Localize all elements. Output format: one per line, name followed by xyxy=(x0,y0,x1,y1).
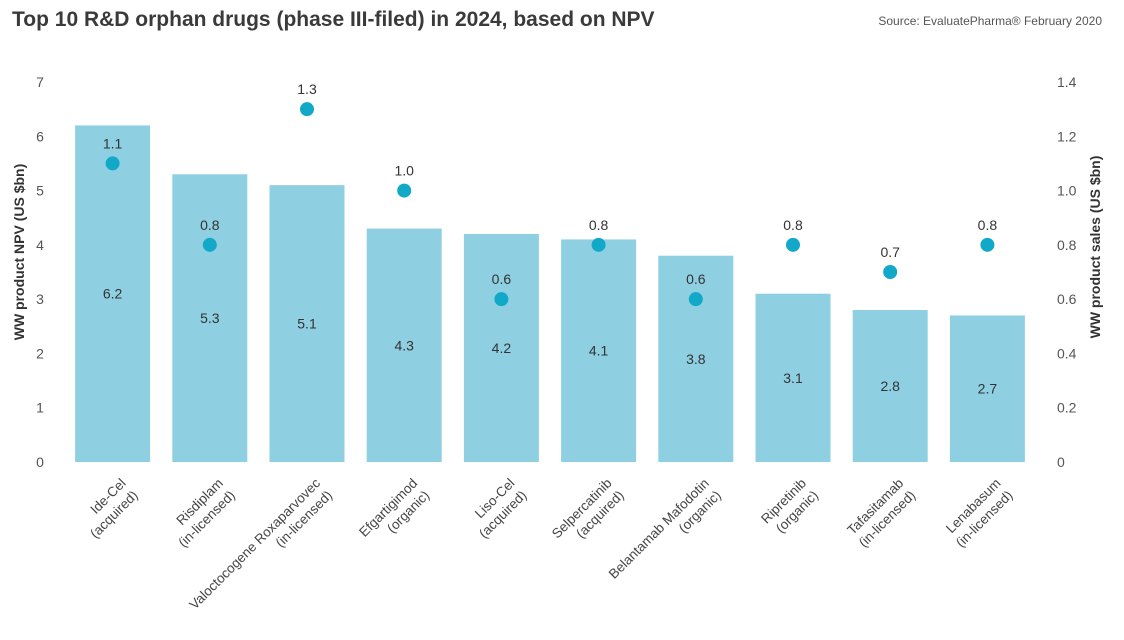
y-right-tick-label: 0.8 xyxy=(1057,237,1077,253)
y-left-tick-label: 5 xyxy=(36,183,44,199)
y-left-tick-label: 1 xyxy=(36,400,44,416)
npv-bar xyxy=(463,234,539,462)
y-left-tick-label: 0 xyxy=(36,454,44,470)
sales-dot xyxy=(494,292,509,307)
source-note: Source: EvaluatePharma® February 2020 xyxy=(878,14,1102,28)
sales-dot xyxy=(883,265,898,279)
y-left-tick-label: 6 xyxy=(36,128,44,144)
npv-bar-value-label: 5.3 xyxy=(200,310,220,326)
category-labels: Ide-Cel(acquired) Risdiplam(in-licensed)V… xyxy=(75,475,1016,612)
category-label-line: Belantamab Mafodotin xyxy=(606,476,712,582)
npv-bar-value-label: 6.2 xyxy=(103,286,123,302)
sales-dot xyxy=(786,237,800,252)
npv-bar xyxy=(658,255,734,462)
y-right-tick-label: 1.4 xyxy=(1057,74,1077,90)
npv-bar xyxy=(75,125,151,462)
sales-dot-value-label: 1.0 xyxy=(394,163,414,179)
npv-bar xyxy=(172,174,248,463)
npv-bar xyxy=(269,185,345,462)
sales-dot xyxy=(202,237,217,252)
category-label: Risdiplam(in-licensed) xyxy=(163,476,238,551)
y-axis-right-title: WW product sales (US $bn) xyxy=(1087,156,1103,339)
npv-bar xyxy=(561,239,637,462)
npv-bar-value-label: 4.2 xyxy=(492,340,512,356)
npv-bar-value-label: 3.1 xyxy=(783,370,803,386)
npv-bar-value-label: 5.1 xyxy=(297,316,317,332)
sales-dot xyxy=(397,183,412,198)
category-label: Selpercatinib(acquired) xyxy=(549,476,627,554)
y-left-tick-label: 7 xyxy=(36,74,44,90)
npv-bar-value-label: 3.8 xyxy=(686,351,706,367)
category-label: Lenabasum(in-licensed) xyxy=(941,476,1016,551)
npv-bar-labels: 6.2 5.3 5.1 4.3 4.2 4.1 3.8 3.1 2.8 2.7 xyxy=(103,286,997,397)
category-label: Tafasitamab(in-licensed) xyxy=(844,476,919,551)
sales-dot-value-label: 0.8 xyxy=(200,217,220,233)
y-axis-left-title: WW product NPV (US $bn) xyxy=(11,164,27,341)
npv-bar xyxy=(949,315,1025,462)
category-label: Ripretinib(organic) xyxy=(758,476,821,539)
sales-dot-labels: 1.1 0.8 1.3 1.0 0.6 0.8 0.6 0.8 0.7 0.8 xyxy=(103,81,997,287)
sales-dots xyxy=(105,102,995,307)
npv-bars xyxy=(75,125,1025,463)
npv-bar-value-label: 2.7 xyxy=(978,381,998,397)
sales-dot-value-label: 0.6 xyxy=(492,271,512,287)
y-right-tick-label: 1.2 xyxy=(1057,128,1077,144)
y-left-tick-label: 3 xyxy=(36,291,44,307)
sales-dot-value-label: 1.3 xyxy=(297,81,317,97)
sales-dot xyxy=(591,237,606,252)
sales-dot xyxy=(980,237,995,252)
y-right-tick-label: 1.0 xyxy=(1057,183,1077,199)
y-axis-left-ticks: 0 1 2 3 4 5 6 7 xyxy=(36,74,44,470)
npv-bar xyxy=(852,310,928,462)
sales-dot xyxy=(300,102,314,117)
chart-title: Top 10 R&D orphan drugs (phase III-filed… xyxy=(12,8,655,31)
npv-bar-value-label: 4.1 xyxy=(589,343,609,359)
sales-dot xyxy=(105,156,120,171)
sales-dot-value-label: 0.8 xyxy=(978,217,998,233)
category-label: Efgartigimod(organic) xyxy=(356,476,432,552)
category-label: Belantamab Mafodotin(organic) xyxy=(606,476,724,594)
y-right-tick-label: 0.4 xyxy=(1057,345,1077,361)
npv-bar xyxy=(755,293,831,462)
npv-bar xyxy=(366,228,442,462)
y-axis-right-ticks: 0 0.2 0.4 0.6 0.8 1.0 1.2 1.4 xyxy=(1057,74,1077,470)
category-label: Liso-Cel(acquired) xyxy=(464,476,530,542)
sales-dot-value-label: 1.1 xyxy=(103,135,123,151)
sales-dot-value-label: 0.8 xyxy=(589,217,609,233)
y-left-tick-label: 4 xyxy=(36,237,44,253)
npv-bar-value-label: 2.8 xyxy=(880,378,900,394)
y-left-tick-label: 2 xyxy=(36,345,44,361)
category-label: Ide-Cel(acquired) xyxy=(75,476,141,542)
y-right-tick-label: 0.6 xyxy=(1057,291,1077,307)
npv-bar-value-label: 4.3 xyxy=(394,337,414,353)
y-right-tick-label: 0 xyxy=(1057,454,1065,470)
sales-dot xyxy=(688,292,703,307)
sales-dot-value-label: 0.6 xyxy=(686,271,706,287)
sales-dot-value-label: 0.7 xyxy=(880,244,900,260)
y-right-tick-label: 0.2 xyxy=(1057,400,1077,416)
sales-dot-value-label: 0.8 xyxy=(783,217,803,233)
